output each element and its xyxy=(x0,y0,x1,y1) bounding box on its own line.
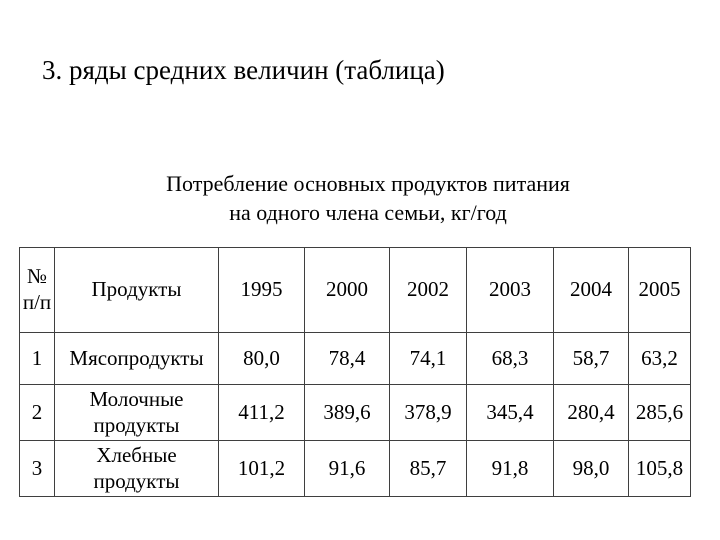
value-cell: 91,6 xyxy=(304,440,390,498)
value-cell: 378,9 xyxy=(389,383,467,442)
value-cell: 91,8 xyxy=(466,440,554,498)
table-header-row: № п/п Продукты 1995 2000 2002 2003 2004 … xyxy=(19,247,691,333)
table-caption-line2: на одного члена семьи, кг/год xyxy=(229,200,507,225)
value-cell: 78,4 xyxy=(304,332,390,385)
header-cell-2004: 2004 xyxy=(553,247,629,333)
header-cell-2005: 2005 xyxy=(628,247,691,333)
header-cell-2000: 2000 xyxy=(304,247,390,333)
value-cell: 105,8 xyxy=(628,440,691,498)
header-cell-2002: 2002 xyxy=(389,247,467,333)
header-cell-num: № п/п xyxy=(19,247,55,333)
value-cell: 345,4 xyxy=(466,383,554,442)
value-cell: 74,1 xyxy=(389,332,467,385)
value-cell: 68,3 xyxy=(466,332,554,385)
value-cell: 98,0 xyxy=(553,440,629,498)
value-cell: 285,6 xyxy=(628,383,691,442)
value-cell: 63,2 xyxy=(628,332,691,385)
table-row: 1 Мясопродукты 80,0 78,4 74,1 68,3 58,7 … xyxy=(19,332,691,385)
table-caption: Потребление основных продуктов питания н… xyxy=(16,169,720,227)
value-cell: 280,4 xyxy=(553,383,629,442)
row-number-cell: 1 xyxy=(19,332,55,385)
table-row: 2 Молочные продукты 411,2 389,6 378,9 34… xyxy=(19,383,691,442)
value-cell: 80,0 xyxy=(218,332,305,385)
slide-title: 3. ряды средних величин (таблица) xyxy=(42,55,445,85)
table-row: 3 Хлебные продукты 101,2 91,6 85,7 91,8 … xyxy=(19,440,691,498)
row-number-cell: 3 xyxy=(19,440,55,498)
row-number-cell: 2 xyxy=(19,383,55,442)
product-cell: Хлебные продукты xyxy=(54,440,219,498)
header-cell-1995: 1995 xyxy=(218,247,305,333)
table-caption-line1: Потребление основных продуктов питания xyxy=(166,171,570,196)
product-cell: Молочные продукты xyxy=(54,383,219,442)
header-cell-products: Продукты xyxy=(54,247,219,333)
consumption-table: № п/п Продукты 1995 2000 2002 2003 2004 … xyxy=(19,247,691,498)
value-cell: 411,2 xyxy=(218,383,305,442)
product-cell: Мясопродукты xyxy=(54,332,219,385)
value-cell: 58,7 xyxy=(553,332,629,385)
value-cell: 389,6 xyxy=(304,383,390,442)
header-cell-2003: 2003 xyxy=(466,247,554,333)
value-cell: 85,7 xyxy=(389,440,467,498)
value-cell: 101,2 xyxy=(218,440,305,498)
